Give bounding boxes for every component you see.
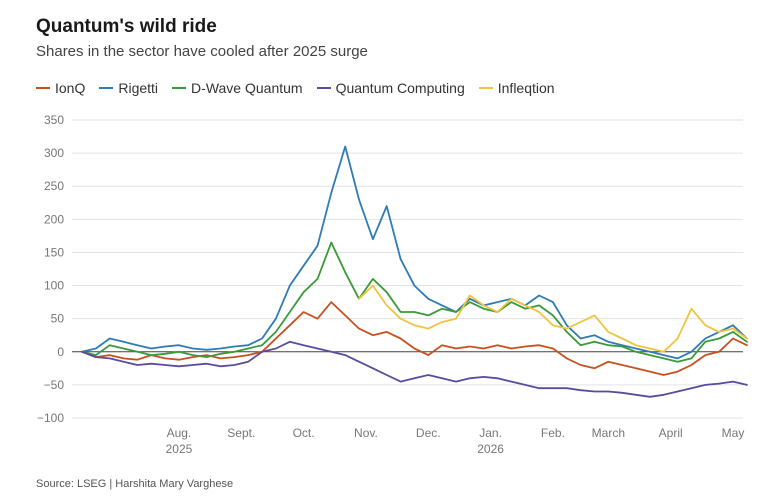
- y-tick-label: −100: [37, 411, 64, 425]
- legend-item: D-Wave Quantum: [172, 80, 303, 96]
- x-tick-label: May: [722, 426, 745, 440]
- legend-swatch: [36, 87, 50, 89]
- x-tick-label: April: [659, 426, 683, 440]
- series-line-d-wave-quantum: [81, 241, 748, 363]
- legend-item: IonQ: [36, 80, 85, 96]
- x-tick-year: 2025: [166, 442, 193, 456]
- x-tick-label: Sept.: [227, 426, 255, 440]
- y-tick-label: 300: [44, 146, 64, 160]
- y-tick-label: 100: [44, 279, 64, 293]
- legend-swatch: [172, 87, 187, 89]
- legend-label: Quantum Computing: [335, 80, 465, 96]
- legend-swatch: [316, 87, 331, 89]
- chart-title: Quantum's wild ride: [36, 16, 217, 37]
- series-line-ionq: [81, 301, 748, 376]
- chart-subtitle: Shares in the sector have cooled after 2…: [36, 43, 368, 60]
- x-tick-label: Jan.: [479, 426, 502, 440]
- legend-label: Rigetti: [118, 80, 159, 96]
- x-tick-label: March: [592, 426, 625, 440]
- y-tick-label: −50: [44, 378, 65, 392]
- y-tick-label: 50: [51, 312, 65, 326]
- legend-item: Rigetti: [99, 80, 158, 96]
- x-tick-label: Feb.: [541, 426, 565, 440]
- x-tick-label: Oct.: [293, 426, 315, 440]
- x-tick-label: Aug.: [167, 426, 192, 440]
- y-tick-label: 250: [44, 179, 64, 193]
- series-line-infleqtion: [358, 284, 748, 353]
- y-tick-label: 150: [44, 245, 64, 259]
- x-tick-label: Dec.: [416, 426, 441, 440]
- legend-label: D-Wave Quantum: [191, 80, 303, 96]
- legend-item: Infleqtion: [478, 80, 555, 96]
- line-chart: 350 300 250 200 150 100 50 0 −50 −100 Aug. 2025 Sept…: [37, 113, 748, 456]
- x-tick-label: Nov.: [354, 426, 378, 440]
- y-tick-label: 200: [44, 212, 64, 226]
- legend: IonQ Rigetti D-Wave Quantum Quantum Computi…: [36, 80, 555, 96]
- x-tick-year: 2026: [477, 442, 504, 456]
- legend-swatch: [478, 87, 493, 89]
- y-tick-label: 0: [57, 345, 64, 359]
- series-line-quantum-computing: [81, 340, 748, 398]
- legend-label: Infleqtion: [497, 80, 555, 96]
- legend-item: Quantum Computing: [316, 80, 465, 96]
- series-line-rigetti: [81, 145, 748, 360]
- y-tick-label: 350: [44, 113, 64, 127]
- legend-swatch: [99, 87, 114, 89]
- source-note: Source: LSEG | Harshita Mary Varghese: [36, 478, 234, 490]
- legend-label: IonQ: [55, 80, 86, 96]
